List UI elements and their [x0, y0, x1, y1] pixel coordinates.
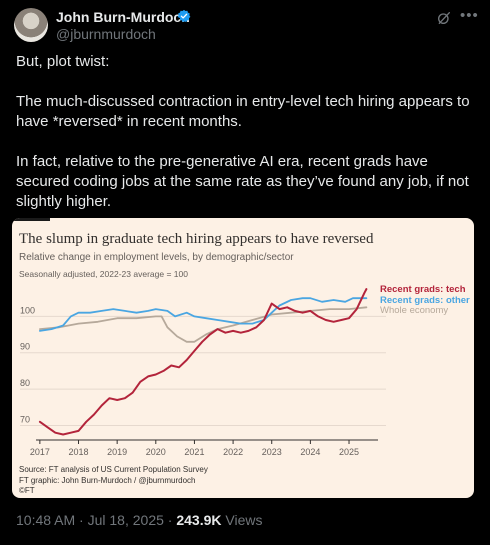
grid-layer — [20, 315, 386, 444]
y-tick-label-90: 90 — [20, 342, 30, 352]
x-tick-label-2017: 2017 — [30, 447, 50, 457]
author-name[interactable]: John Burn-Murdoch — [56, 9, 190, 25]
ft-accent-bar — [12, 218, 50, 221]
x-tick-label-2023: 2023 — [262, 447, 282, 457]
series-label-whole-economy: Whole economy — [380, 305, 448, 316]
grok-icon[interactable] — [436, 10, 452, 26]
author-handle[interactable]: @jburnmurdoch — [56, 26, 156, 42]
tweet-paragraph-1: But, plot twist: — [16, 53, 110, 70]
y-tick-label-70: 70 — [20, 414, 30, 424]
tweet-time[interactable]: 10:48 AM — [16, 512, 76, 528]
dot-separator-2: · — [167, 512, 177, 528]
x-tick-label-2024: 2024 — [300, 447, 320, 457]
views-label: Views — [225, 512, 263, 528]
views-count: 243.9K — [176, 512, 222, 528]
x-tick-label-2020: 2020 — [146, 447, 166, 457]
source-line-3: ©FT — [19, 486, 35, 495]
series-label-recent-grads-tech: Recent grads: tech — [380, 284, 466, 295]
series-layer — [38, 288, 368, 436]
series-line-recent-grads-other — [39, 297, 368, 332]
chart-image[interactable]: The slump in graduate tech hiring appear… — [12, 218, 474, 498]
y-tick-label-80: 80 — [20, 378, 30, 388]
x-tick-label-2025: 2025 — [339, 447, 359, 457]
tweet-date[interactable]: Jul 18, 2025 — [87, 512, 164, 528]
tweet-paragraph-3: In fact, relative to the pre-generative … — [16, 153, 469, 210]
source-line-1: Source: FT analysis of US Current Popula… — [19, 465, 208, 474]
y-tick-label-100: 100 — [20, 305, 35, 315]
label-layer: 100 90 80 70 2017 2018 2019 2020 2021 2022 2023 202… — [20, 284, 470, 457]
author-avatar[interactable] — [14, 8, 48, 42]
dot-separator-1: · — [79, 512, 88, 528]
tweet-text: But, plot twist: The much-discussed cont… — [16, 52, 478, 232]
chart-note: Seasonally adjusted, 2022-23 average = 1… — [19, 269, 188, 279]
tweet-paragraph-2: The much-discussed contraction in entry-… — [16, 93, 470, 130]
chart-subtitle: Relative change in employment levels, by… — [19, 252, 294, 263]
x-tick-label-2018: 2018 — [68, 447, 88, 457]
chart-svg: The slump in graduate tech hiring appear… — [12, 218, 470, 495]
series-label-recent-grads-other: Recent grads: other — [380, 295, 470, 306]
more-icon[interactable]: ••• — [460, 7, 479, 24]
x-tick-label-2019: 2019 — [107, 447, 127, 457]
x-tick-label-2021: 2021 — [184, 447, 204, 457]
source-line-2: FT graphic: John Burn-Murdoch / @jburnmu… — [19, 476, 196, 485]
series-line-recent-grads-tech — [38, 288, 368, 436]
tweet-timestamp[interactable]: 10:48 AM · Jul 18, 2025 · 243.9K Views — [16, 512, 263, 528]
x-tick-label-2022: 2022 — [223, 447, 243, 457]
verified-badge-icon — [177, 9, 191, 23]
chart-title: The slump in graduate tech hiring appear… — [19, 231, 374, 247]
